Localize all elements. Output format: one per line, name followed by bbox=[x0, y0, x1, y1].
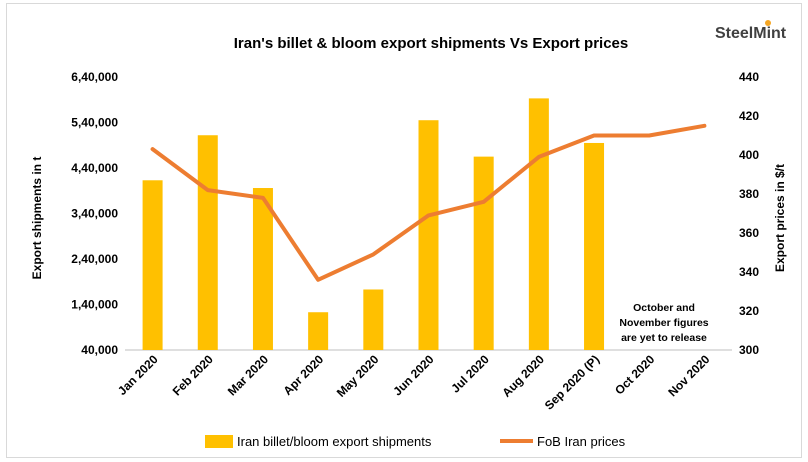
y-tick-label: 4,40,000 bbox=[71, 161, 118, 175]
x-tick-label: Jul 2020 bbox=[448, 352, 492, 396]
bar bbox=[142, 180, 163, 350]
bar bbox=[584, 142, 605, 350]
bar bbox=[363, 289, 384, 350]
x-tick-label: Nov 2020 bbox=[665, 352, 712, 399]
legend: Iran billet/bloom export shipments FoB I… bbox=[205, 434, 626, 449]
chart-title: Iran's billet & bloom export shipments V… bbox=[234, 35, 629, 52]
x-tick-label: Oct 2020 bbox=[612, 352, 658, 398]
bar bbox=[473, 156, 494, 350]
bar bbox=[418, 120, 439, 350]
line-series bbox=[150, 123, 707, 282]
y-tick-label: 2,40,000 bbox=[71, 252, 118, 266]
chart-frame: Iran's billet & bloom export shipments V… bbox=[6, 3, 802, 458]
y-axis-title: Export shipments in t bbox=[30, 157, 44, 280]
y-tick-label: 1,40,000 bbox=[71, 298, 118, 312]
x-tick-label: Feb 2020 bbox=[170, 352, 216, 398]
x-axis-ticks: Jan 2020 Feb 2020 Mar 2020 Apr 2020 May 2020… bbox=[115, 352, 713, 413]
y2-tick-label: 320 bbox=[739, 304, 759, 318]
annotation-line-2: November figures bbox=[619, 317, 708, 329]
brand-logo-text: SteelMint bbox=[715, 25, 787, 42]
y2-tick-label: 300 bbox=[739, 343, 759, 357]
price-line bbox=[150, 123, 707, 282]
annotation-line-1: October and bbox=[633, 302, 695, 314]
bar bbox=[252, 188, 273, 350]
brand-logo-mark bbox=[765, 20, 771, 26]
annotation-note: October and November figures are yet to … bbox=[619, 302, 708, 344]
y-tick-label: 3,40,000 bbox=[71, 207, 118, 221]
chart: Iran's billet & bloom export shipments V… bbox=[30, 20, 787, 449]
bar bbox=[197, 135, 218, 350]
x-tick-label: May 2020 bbox=[334, 352, 382, 400]
bar bbox=[308, 312, 329, 350]
y2-tick-label: 380 bbox=[739, 187, 759, 201]
y2-axis-title: Export prices in $/t bbox=[773, 164, 787, 272]
y-tick-label: 5,40,000 bbox=[71, 116, 118, 130]
y-axis-ticks: 6,40,000 5,40,000 4,40,000 3,40,000 2,40,000… bbox=[71, 70, 118, 357]
y2-tick-label: 400 bbox=[739, 148, 759, 162]
x-tick-label: Jun 2020 bbox=[390, 352, 436, 398]
x-tick-label: Sep 2020 (P) bbox=[542, 352, 602, 412]
annotation-line-3: are yet to release bbox=[621, 332, 707, 344]
y2-tick-label: 440 bbox=[739, 70, 759, 84]
bar bbox=[528, 98, 549, 350]
legend-line-label: FoB Iran prices bbox=[537, 434, 626, 449]
brand-logo: SteelMint bbox=[715, 20, 787, 42]
y-tick-label: 40,000 bbox=[81, 343, 118, 357]
legend-bar-label: Iran billet/bloom export shipments bbox=[237, 434, 432, 449]
x-tick-label: Jan 2020 bbox=[115, 352, 161, 398]
y2-tick-label: 420 bbox=[739, 109, 759, 123]
x-tick-label: Aug 2020 bbox=[499, 352, 547, 400]
legend-bar-swatch bbox=[205, 435, 233, 448]
y-tick-label: 6,40,000 bbox=[71, 70, 118, 84]
bar-series bbox=[142, 98, 605, 350]
y2-tick-label: 340 bbox=[739, 265, 759, 279]
y2-tick-label: 360 bbox=[739, 226, 759, 240]
x-tick-label: Apr 2020 bbox=[281, 352, 327, 398]
x-tick-label: Mar 2020 bbox=[225, 352, 271, 398]
y2-axis-ticks: 440 420 400 380 360 340 320 300 bbox=[739, 70, 759, 357]
